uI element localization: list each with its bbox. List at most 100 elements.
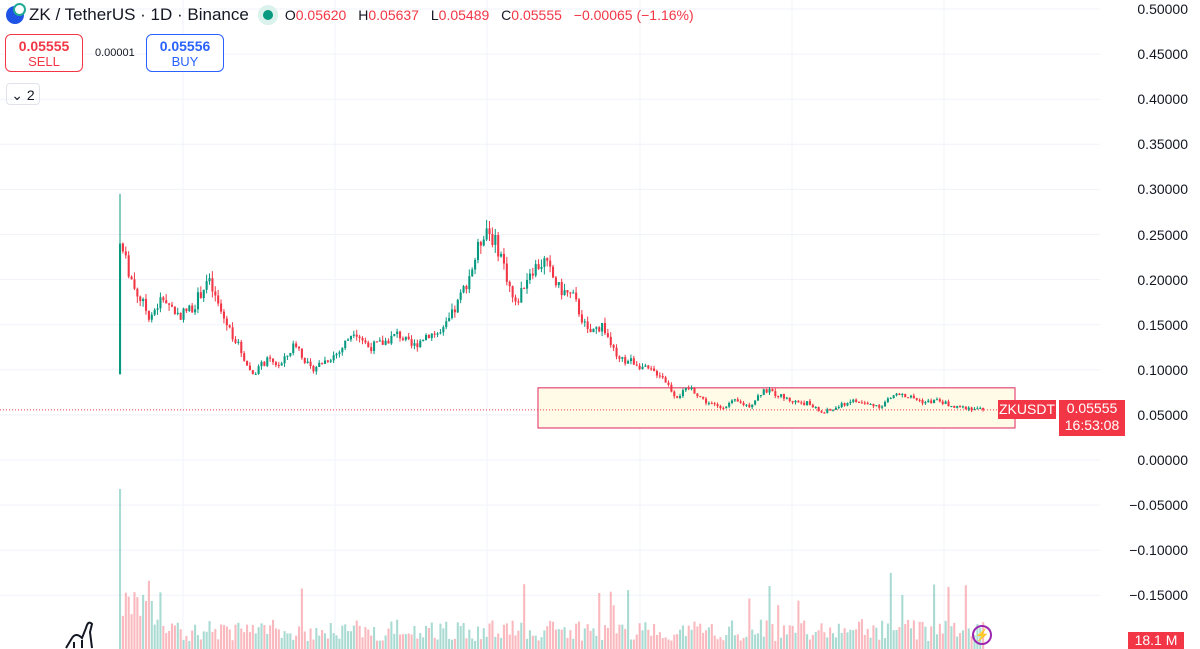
volume-bar bbox=[528, 630, 531, 649]
candle-body bbox=[511, 286, 514, 298]
volume-bar bbox=[300, 588, 303, 649]
volume-bar bbox=[476, 626, 480, 649]
candle-body bbox=[563, 290, 566, 296]
volume-bar bbox=[185, 635, 188, 649]
candle-body bbox=[956, 405, 959, 408]
volume-bar bbox=[410, 634, 413, 649]
candle-body bbox=[869, 403, 872, 405]
candle-body bbox=[127, 255, 130, 277]
volume-bar bbox=[837, 623, 840, 649]
bar-countdown: 16:53:08 bbox=[1064, 417, 1120, 433]
candle-body bbox=[373, 341, 376, 352]
y-tick-label: −0.10000 bbox=[1129, 542, 1188, 559]
candle-body bbox=[803, 402, 806, 405]
volume-bar bbox=[220, 624, 223, 649]
volume-bar bbox=[863, 634, 866, 649]
volume-bar bbox=[537, 640, 540, 649]
candle-body bbox=[347, 339, 350, 341]
volume-bar bbox=[794, 632, 797, 649]
candle-body bbox=[857, 401, 861, 403]
candle-body bbox=[806, 401, 809, 405]
volume-bar bbox=[924, 626, 927, 649]
volume-bar bbox=[866, 628, 869, 649]
volume-bar bbox=[572, 638, 575, 649]
candle-body bbox=[303, 357, 306, 363]
candle-body bbox=[488, 228, 491, 235]
buy-button[interactable]: 0.05556 BUY bbox=[146, 34, 224, 72]
lightning-icon[interactable]: ⚡ bbox=[972, 625, 992, 645]
market-open-status-icon bbox=[262, 10, 273, 20]
volume-bar bbox=[546, 626, 549, 649]
volume-bar bbox=[667, 639, 670, 649]
candle-body bbox=[211, 278, 214, 292]
candle-body bbox=[950, 405, 953, 407]
volume-bar bbox=[872, 625, 875, 649]
volume-bar bbox=[335, 635, 338, 649]
candle-body bbox=[621, 357, 624, 359]
candle-body bbox=[295, 343, 298, 347]
volume-bar bbox=[142, 594, 145, 649]
candle-body bbox=[586, 321, 589, 329]
candle-body bbox=[413, 343, 416, 346]
volume-bar bbox=[653, 623, 656, 649]
volume-bar bbox=[768, 586, 771, 649]
candle-body bbox=[185, 308, 188, 311]
candle-body bbox=[768, 389, 771, 393]
volume-bar bbox=[889, 572, 892, 649]
candle-body bbox=[751, 404, 754, 408]
volume-bar bbox=[670, 640, 673, 649]
candle-body bbox=[430, 333, 433, 339]
candle-body bbox=[297, 346, 301, 349]
candle-body bbox=[644, 365, 647, 367]
volume-bar bbox=[127, 596, 130, 649]
candle-body bbox=[601, 323, 604, 332]
candle-body bbox=[491, 234, 494, 245]
volume-bar bbox=[907, 619, 910, 649]
candle-body bbox=[468, 276, 471, 290]
volume-bar bbox=[384, 635, 387, 649]
candle-body bbox=[673, 391, 676, 397]
sell-button[interactable]: 0.05555 SELL bbox=[5, 34, 83, 72]
candle-body bbox=[196, 292, 200, 310]
volume-bar bbox=[598, 592, 601, 649]
candle-body bbox=[733, 399, 736, 401]
volume-bar bbox=[399, 634, 402, 649]
volume-bar bbox=[263, 625, 266, 649]
candle-body bbox=[254, 373, 257, 375]
candle-body bbox=[208, 278, 211, 282]
symbol-title[interactable]: ZK / TetherUS · 1D · Binance bbox=[29, 5, 249, 24]
volume-bar bbox=[693, 621, 696, 649]
candle-body bbox=[367, 342, 370, 348]
candle-body bbox=[684, 388, 687, 391]
volume-bar bbox=[321, 630, 324, 649]
volume-bar bbox=[840, 632, 843, 649]
volume-bar bbox=[271, 619, 275, 649]
volume-bar bbox=[849, 629, 852, 649]
candle-body bbox=[471, 269, 474, 277]
candle-body bbox=[462, 286, 465, 293]
volume-bar bbox=[534, 635, 537, 649]
volume-bar bbox=[274, 628, 277, 649]
candle-body bbox=[202, 289, 205, 299]
candle-body bbox=[370, 347, 373, 352]
volume-bar bbox=[759, 619, 762, 649]
volume-bar bbox=[909, 628, 913, 649]
indicators-toggle-button[interactable]: ⌄ 2 bbox=[6, 83, 40, 105]
candle-body bbox=[156, 308, 159, 310]
volume-bar bbox=[702, 632, 705, 649]
y-tick-label: 0.30000 bbox=[1137, 181, 1188, 198]
candle-body bbox=[240, 341, 243, 354]
candle-body bbox=[702, 396, 705, 399]
candle-body bbox=[953, 405, 956, 408]
candle-body bbox=[866, 402, 869, 405]
candle-body bbox=[829, 409, 832, 411]
candle-body bbox=[817, 407, 820, 412]
candle-body bbox=[583, 321, 586, 323]
candle-body bbox=[194, 309, 197, 313]
volume-bar bbox=[419, 633, 422, 649]
volume-bar bbox=[690, 629, 693, 649]
symbol-price-tag: ZKUSDT bbox=[998, 400, 1056, 419]
volume-bar bbox=[785, 634, 788, 649]
volume-bar bbox=[673, 634, 676, 649]
